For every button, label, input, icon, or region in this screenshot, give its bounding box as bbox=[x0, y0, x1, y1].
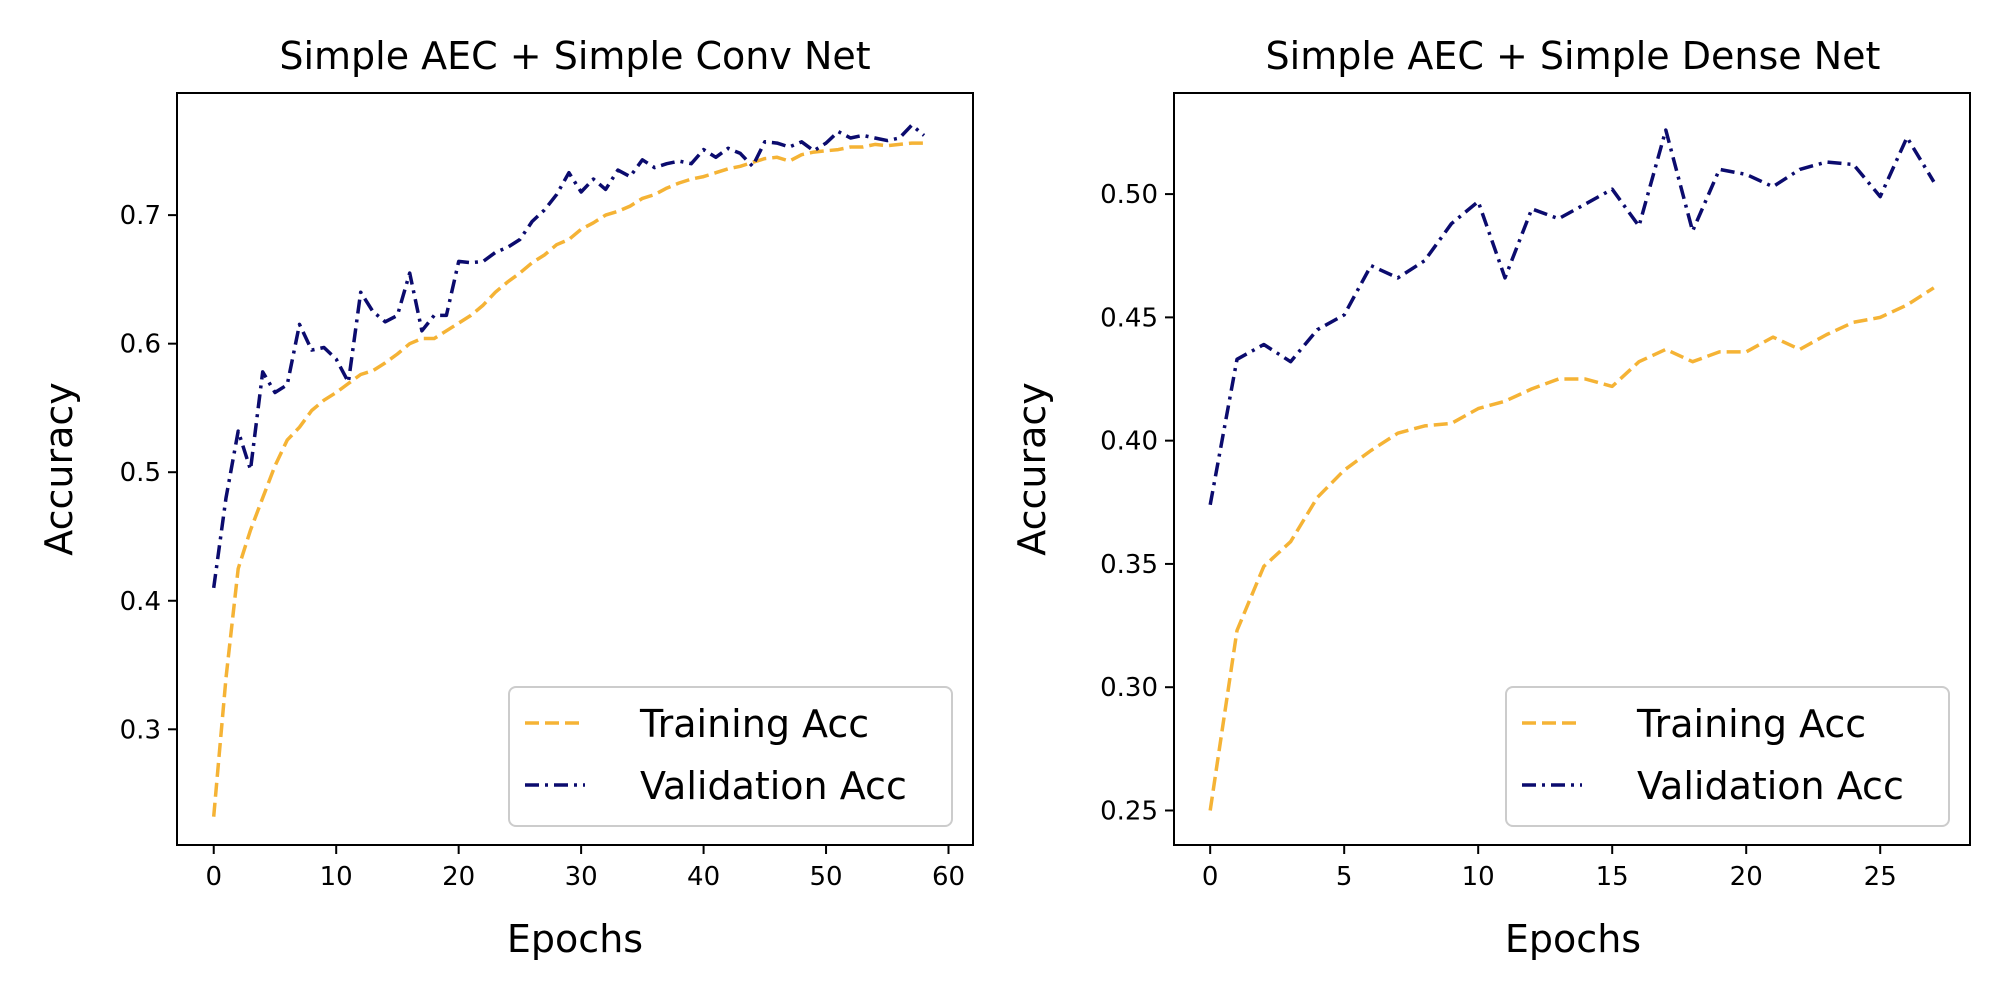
y-tick-label: 0.40 bbox=[1100, 427, 1158, 457]
x-tick-label: 20 bbox=[442, 862, 475, 892]
legend-label-validation: Validation Acc bbox=[640, 764, 907, 808]
y-tick-label: 0.5 bbox=[120, 458, 161, 488]
legend-box bbox=[1505, 686, 1950, 827]
legend: Training Acc Validation Acc bbox=[508, 686, 953, 827]
y-axis-ticks: 0.25 0.30 0.35 0.40 0.45 0.50 bbox=[1100, 180, 1174, 826]
x-tick-label: 10 bbox=[1462, 862, 1495, 892]
x-tick-label: 20 bbox=[1730, 862, 1763, 892]
y-axis-label: Accuracy bbox=[37, 382, 81, 556]
x-axis-label: Epochs bbox=[507, 917, 643, 961]
axes-frame bbox=[1173, 92, 1971, 846]
y-axis-label: Accuracy bbox=[1010, 382, 1054, 556]
x-tick-label: 15 bbox=[1596, 862, 1629, 892]
x-tick-label: 60 bbox=[932, 862, 965, 892]
legend-label-training: Training Acc bbox=[1636, 702, 1866, 746]
y-tick-label: 0.50 bbox=[1100, 180, 1158, 210]
legend-label-training: Training Acc bbox=[639, 702, 869, 746]
x-axis-ticks: 0 5 10 15 20 25 bbox=[1202, 845, 1897, 892]
x-tick-label: 10 bbox=[320, 862, 353, 892]
x-tick-label: 30 bbox=[565, 862, 598, 892]
x-tick-label: 5 bbox=[1336, 862, 1353, 892]
series-line-validation bbox=[1208, 128, 1936, 506]
y-tick-label: 0.3 bbox=[120, 715, 161, 745]
plot-area bbox=[211, 123, 926, 817]
x-tick-label: 0 bbox=[1202, 862, 1219, 892]
x-axis-label: Epochs bbox=[1505, 917, 1641, 961]
axes-frame bbox=[176, 92, 974, 846]
y-tick-label: 0.35 bbox=[1100, 550, 1158, 580]
chart-title: Simple AEC + Simple Dense Net bbox=[1266, 34, 1881, 78]
chart-title: Simple AEC + Simple Conv Net bbox=[279, 34, 870, 78]
series-line-training bbox=[211, 141, 924, 817]
y-tick-label: 0.25 bbox=[1100, 796, 1158, 826]
y-tick-label: 0.7 bbox=[120, 201, 161, 231]
y-tick-label: 0.4 bbox=[120, 587, 161, 617]
chart-conv-net: Simple AEC + Simple Conv Net 0 10 20 30 40 50… bbox=[37, 34, 974, 961]
x-tick-label: 40 bbox=[687, 862, 720, 892]
y-tick-label: 0.6 bbox=[120, 330, 161, 360]
plot-area bbox=[1208, 128, 1936, 811]
chart-dense-net: Simple AEC + Simple Dense Net 0 5 10 15 20 25… bbox=[1010, 34, 1971, 961]
legend-label-validation: Validation Acc bbox=[1637, 764, 1904, 808]
legend-box bbox=[508, 686, 953, 827]
series-line-validation bbox=[211, 123, 926, 589]
x-tick-label: 50 bbox=[809, 862, 842, 892]
series-line-training bbox=[1208, 286, 1935, 811]
y-tick-label: 0.30 bbox=[1100, 673, 1158, 703]
y-tick-label: 0.45 bbox=[1100, 303, 1158, 333]
y-axis-ticks: 0.3 0.4 0.5 0.6 0.7 bbox=[120, 201, 177, 745]
x-axis-ticks: 0 10 20 30 40 50 60 bbox=[205, 845, 965, 892]
x-tick-label: 0 bbox=[205, 862, 222, 892]
legend: Training Acc Validation Acc bbox=[1505, 686, 1950, 827]
x-tick-label: 25 bbox=[1864, 862, 1897, 892]
